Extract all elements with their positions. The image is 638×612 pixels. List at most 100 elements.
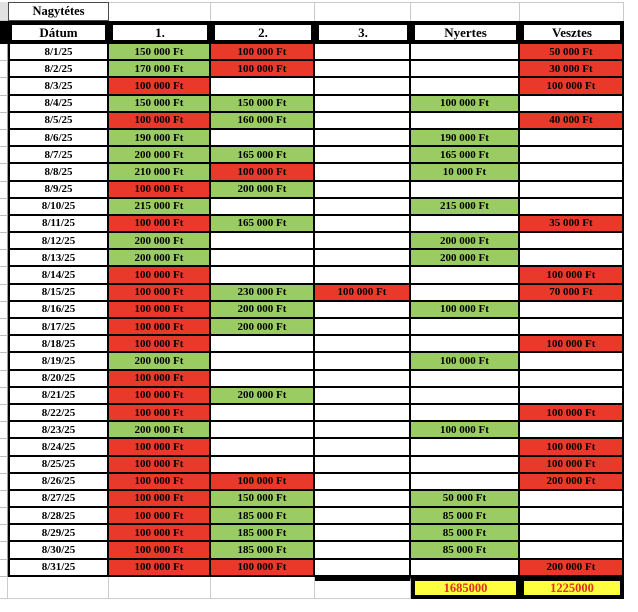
cell-vesztes[interactable] [520, 164, 624, 182]
cell-vesztes[interactable] [520, 233, 624, 251]
gutter-cell[interactable] [0, 370, 8, 388]
cell-bet-3[interactable] [315, 301, 411, 319]
cell-nyertes[interactable] [411, 336, 520, 354]
cell-date[interactable]: 8/2/25 [8, 61, 109, 79]
cell-nyertes[interactable] [411, 44, 520, 62]
cell-nyertes[interactable]: 50 000 Ft [411, 490, 520, 509]
cell-vesztes[interactable] [520, 353, 624, 371]
cell-bet-3[interactable] [315, 267, 411, 285]
cell-bet-3[interactable] [315, 147, 411, 165]
cell-vesztes[interactable]: 100 000 Ft [520, 439, 624, 457]
cell-date[interactable]: 8/25/25 [8, 456, 109, 474]
cell-vesztes[interactable] [520, 198, 624, 216]
cell-bet-3[interactable] [315, 129, 411, 148]
cell-date[interactable]: 8/19/25 [8, 353, 109, 371]
cell-vesztes[interactable] [520, 319, 624, 337]
cell-bet-1[interactable]: 100 000 Ft [109, 508, 211, 526]
header-vesztes[interactable]: Vesztes [520, 21, 624, 44]
blank-cell[interactable] [109, 2, 211, 21]
cell-bet-2[interactable] [211, 439, 315, 457]
cell-nyertes[interactable]: 10 000 Ft [411, 164, 520, 182]
cell-bet-1[interactable]: 100 000 Ft [109, 490, 211, 509]
cell-bet-1[interactable]: 100 000 Ft [109, 559, 211, 577]
cell-vesztes[interactable]: 50 000 Ft [520, 44, 624, 62]
gutter-cell[interactable] [0, 164, 8, 182]
cell-nyertes[interactable]: 85 000 Ft [411, 542, 520, 560]
cell-date[interactable]: 8/9/25 [8, 181, 109, 199]
cell-nyertes[interactable]: 85 000 Ft [411, 508, 520, 526]
cell-date[interactable]: 8/17/25 [8, 319, 109, 337]
cell-bet-1[interactable]: 100 000 Ft [109, 301, 211, 319]
cell-bet-2[interactable]: 230 000 Ft [211, 284, 315, 302]
cell-bet-2[interactable]: 100 000 Ft [211, 473, 315, 491]
cell-vesztes[interactable] [520, 370, 624, 388]
cell-bet-2[interactable]: 200 000 Ft [211, 181, 315, 199]
cell-bet-3[interactable] [315, 387, 411, 405]
cell-bet-2[interactable]: 200 000 Ft [211, 301, 315, 319]
cell-vesztes[interactable]: 100 000 Ft [520, 404, 624, 423]
cell-nyertes[interactable]: 100 000 Ft [411, 422, 520, 440]
header-bet-3[interactable]: 3. [315, 21, 411, 44]
header-nyertes[interactable]: Nyertes [411, 21, 520, 44]
gutter-corner-cell[interactable] [0, 2, 8, 21]
cell-nyertes[interactable]: 100 000 Ft [411, 301, 520, 319]
gutter-cell[interactable] [0, 336, 8, 354]
cell-bet-2[interactable]: 185 000 Ft [211, 525, 315, 543]
cell-nyertes[interactable] [411, 319, 520, 337]
gutter-cell[interactable] [0, 542, 8, 560]
cell-date[interactable]: 8/27/25 [8, 490, 109, 509]
cell-date[interactable]: 8/11/25 [8, 215, 109, 234]
cell-nyertes[interactable]: 200 000 Ft [411, 250, 520, 268]
cell-bet-3[interactable] [315, 319, 411, 337]
cell-bet-1[interactable]: 100 000 Ft [109, 181, 211, 199]
cell-bet-3[interactable] [315, 559, 411, 577]
cell-bet-2[interactable]: 150 000 Ft [211, 490, 315, 509]
cell-bet-1[interactable]: 100 000 Ft [109, 542, 211, 560]
cell-date[interactable]: 8/18/25 [8, 336, 109, 354]
gutter-cell[interactable] [0, 353, 8, 371]
cell-date[interactable]: 8/23/25 [8, 422, 109, 440]
cell-bet-1[interactable]: 215 000 Ft [109, 198, 211, 216]
cell-bet-2[interactable]: 185 000 Ft [211, 508, 315, 526]
blank-cell[interactable] [109, 576, 211, 599]
header-bet-1[interactable]: 1. [109, 21, 211, 44]
cell-bet-2[interactable]: 100 000 Ft [211, 164, 315, 182]
cell-nyertes[interactable] [411, 370, 520, 388]
cell-bet-2[interactable] [211, 233, 315, 251]
sheet-title-cell[interactable]: Nagytétes [8, 2, 109, 21]
cell-vesztes[interactable] [520, 542, 624, 560]
cell-bet-3[interactable] [315, 164, 411, 182]
cell-nyertes[interactable] [411, 284, 520, 302]
cell-vesztes[interactable] [520, 181, 624, 199]
cell-date[interactable]: 8/29/25 [8, 525, 109, 543]
cell-nyertes[interactable] [411, 78, 520, 96]
cell-bet-2[interactable] [211, 422, 315, 440]
cell-bet-1[interactable]: 100 000 Ft [109, 78, 211, 96]
cell-nyertes[interactable] [411, 112, 520, 130]
cell-bet-3[interactable] [315, 198, 411, 216]
cell-bet-3[interactable] [315, 78, 411, 96]
cell-nyertes[interactable] [411, 456, 520, 474]
cell-bet-1[interactable]: 190 000 Ft [109, 129, 211, 148]
cell-bet-2[interactable] [211, 336, 315, 354]
cell-vesztes[interactable]: 200 000 Ft [520, 473, 624, 491]
cell-bet-2[interactable] [211, 198, 315, 216]
gutter-cell[interactable] [0, 473, 8, 491]
gutter-cell[interactable] [0, 147, 8, 165]
gutter-cell[interactable] [0, 525, 8, 543]
cell-bet-3[interactable] [315, 95, 411, 113]
cell-bet-1[interactable]: 100 000 Ft [109, 404, 211, 423]
cell-vesztes[interactable] [520, 422, 624, 440]
cell-nyertes[interactable] [411, 61, 520, 79]
cell-date[interactable]: 8/8/25 [8, 164, 109, 182]
totals-nyertes[interactable]: 1685000 [411, 576, 520, 599]
cell-vesztes[interactable] [520, 301, 624, 319]
cell-nyertes[interactable]: 100 000 Ft [411, 95, 520, 113]
cell-nyertes[interactable] [411, 473, 520, 491]
gutter-cell[interactable] [0, 576, 8, 599]
cell-bet-1[interactable]: 200 000 Ft [109, 147, 211, 165]
cell-vesztes[interactable] [520, 129, 624, 148]
cell-bet-1[interactable]: 100 000 Ft [109, 439, 211, 457]
cell-date[interactable]: 8/3/25 [8, 78, 109, 96]
cell-date[interactable]: 8/1/25 [8, 44, 109, 62]
